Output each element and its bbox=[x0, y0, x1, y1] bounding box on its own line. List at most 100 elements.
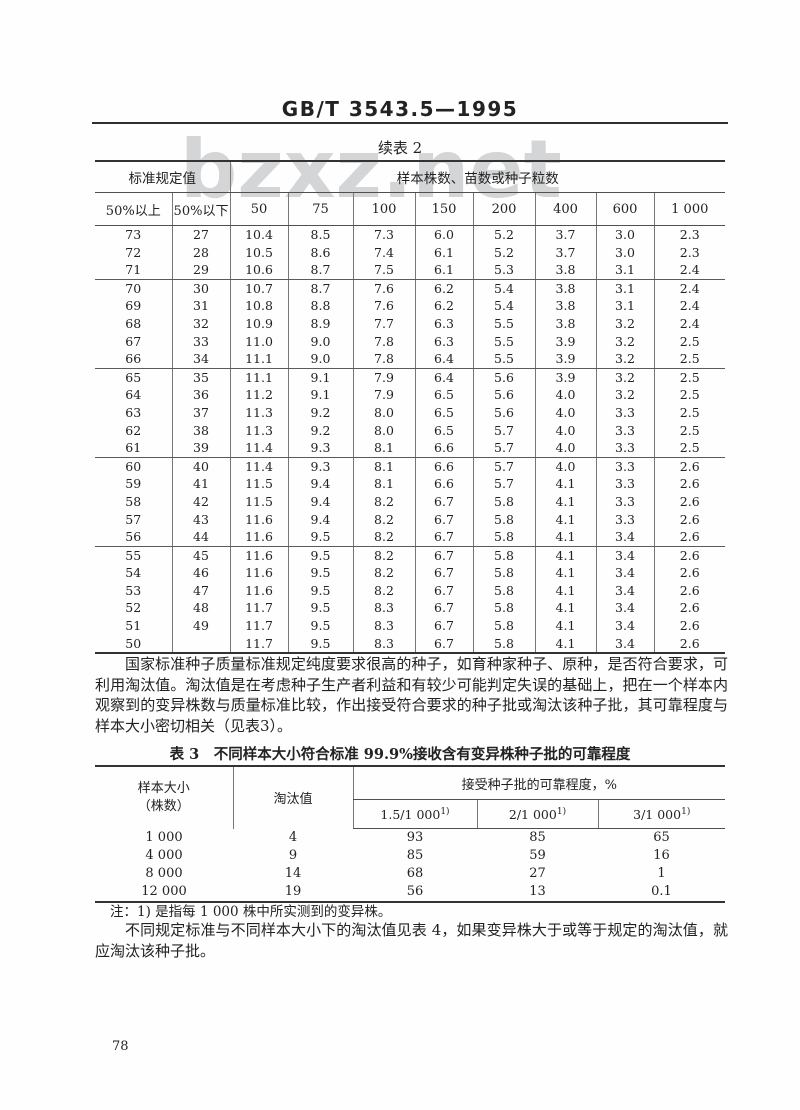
table-cell: 9.5 bbox=[287, 617, 353, 635]
table-cell: 3.4 bbox=[595, 617, 654, 635]
column-header: 50%以上 bbox=[95, 192, 172, 226]
table-cell: 6.6 bbox=[414, 439, 473, 458]
table-row: 4 000 9 85 59 16 bbox=[95, 847, 725, 865]
table-cell: 32 bbox=[171, 314, 230, 333]
table-cell: 12 000 bbox=[141, 884, 187, 899]
table-cell: 8.0 bbox=[352, 421, 415, 440]
table-cell: 9.4 bbox=[287, 492, 353, 511]
table-cell: 2.5 bbox=[653, 368, 725, 387]
subcolumn-header: 2/1 0001) bbox=[476, 799, 598, 829]
table-cell: 3.8 bbox=[534, 279, 596, 298]
table3-reliability-header: 接受种子批的可靠程度，% bbox=[352, 766, 725, 800]
subcol-label: 3/1 000 bbox=[633, 806, 682, 822]
table-cell: 5.8 bbox=[472, 546, 535, 565]
table-cell: 6.1 bbox=[414, 261, 473, 280]
table-cell: 33 bbox=[171, 332, 230, 351]
table-row: 70 30 10.7 8.7 7.6 6.2 5.4 3.8 3.1 2.4 bbox=[95, 279, 725, 298]
table-cell: 5.8 bbox=[472, 599, 535, 618]
table-cell: 4.0 bbox=[534, 386, 596, 404]
table-cell: 8.6 bbox=[287, 243, 353, 262]
table-cell: 2.5 bbox=[653, 421, 725, 440]
table-cell: 6.7 bbox=[414, 492, 473, 511]
table-cell: 5.4 bbox=[472, 297, 535, 315]
table-cell: 29 bbox=[171, 261, 230, 280]
table-cell: 2.5 bbox=[653, 439, 725, 458]
table-cell: 9.0 bbox=[287, 332, 353, 351]
table-cell: 10.5 bbox=[229, 243, 288, 262]
table-cell: 1 bbox=[657, 866, 666, 881]
table-cell: 3.8 bbox=[534, 314, 596, 333]
table-cell: 11.3 bbox=[229, 403, 288, 422]
table-cell: 2.3 bbox=[653, 225, 725, 244]
table-row: 68 32 10.9 8.9 7.7 6.3 5.5 3.8 3.2 2.4 bbox=[95, 314, 725, 333]
table-cell: 3.9 bbox=[534, 332, 596, 351]
table-cell: 5.6 bbox=[472, 386, 535, 404]
table-cell: 4.1 bbox=[534, 617, 596, 635]
table-cell: 68 bbox=[125, 315, 142, 331]
subcolumn-header: 1.5/1 0001) bbox=[352, 799, 477, 829]
table-cell: 3.3 bbox=[595, 421, 654, 440]
table-cell: 11.4 bbox=[229, 439, 288, 458]
table-cell: 8.2 bbox=[352, 564, 415, 582]
table-cell: 8.7 bbox=[287, 279, 353, 298]
column-header: 100 bbox=[352, 192, 415, 226]
table-cell: 10.6 bbox=[229, 261, 288, 280]
table-cell: 11.1 bbox=[229, 350, 288, 369]
table-cell: 51 bbox=[125, 618, 142, 634]
table-cell: 27 bbox=[529, 866, 546, 881]
table-cell: 42 bbox=[171, 492, 230, 511]
column-header: 200 bbox=[472, 192, 535, 226]
table-cell: 5.8 bbox=[472, 510, 535, 529]
table-cell: 4.1 bbox=[534, 492, 596, 511]
table-cell: 7.6 bbox=[352, 279, 415, 298]
table2-group-left: 标准规定值 bbox=[95, 161, 230, 193]
table-cell: 3.9 bbox=[534, 350, 596, 369]
subcolumn-header: 3/1 0001) bbox=[597, 799, 725, 829]
table-cell: 8.1 bbox=[352, 457, 415, 476]
table-cell: 9.3 bbox=[287, 439, 353, 458]
table-cell: 43 bbox=[171, 510, 230, 529]
table-cell: 3.3 bbox=[595, 492, 654, 511]
table-cell: 7.8 bbox=[352, 332, 415, 351]
table-cell: 5.8 bbox=[472, 564, 535, 582]
table-row: 69 31 10.8 8.8 7.6 6.2 5.4 3.8 3.1 2.4 bbox=[95, 297, 725, 315]
column-header: 1 000 bbox=[653, 192, 725, 226]
table-cell: 9.5 bbox=[287, 581, 353, 600]
table-cell: 5.5 bbox=[472, 314, 535, 333]
table-cell: 11.1 bbox=[229, 368, 288, 387]
table-cell: 9 bbox=[288, 848, 298, 863]
table-cell: 7.4 bbox=[352, 243, 415, 262]
table-cell: 5.7 bbox=[472, 439, 535, 458]
table-cell: 2.6 bbox=[653, 528, 725, 547]
table-cell: 6.7 bbox=[414, 510, 473, 529]
table-cell: 2.5 bbox=[653, 403, 725, 422]
table-cell: 6.2 bbox=[414, 297, 473, 315]
table-cell: 70 bbox=[125, 280, 142, 296]
table2-title: 续表 2 bbox=[377, 139, 423, 157]
table-row: 50 11.7 9.5 8.3 6.7 5.8 4.1 3.4 2.6 bbox=[95, 634, 725, 654]
table-cell: 2.6 bbox=[653, 475, 725, 493]
table-cell: 8.1 bbox=[352, 439, 415, 458]
table-cell: 6.3 bbox=[414, 332, 473, 351]
table-cell: 85 bbox=[529, 830, 546, 845]
column-header: 600 bbox=[595, 192, 654, 226]
table-cell: 10.4 bbox=[229, 225, 288, 244]
table-cell: 11.6 bbox=[229, 546, 288, 565]
table-cell: 6.0 bbox=[414, 225, 473, 244]
table-cell: 9.4 bbox=[287, 475, 353, 493]
table-cell: 9.3 bbox=[287, 457, 353, 476]
table-cell: 3.1 bbox=[595, 261, 654, 280]
table-cell: 2.4 bbox=[653, 297, 725, 315]
table-cell: 30 bbox=[171, 279, 230, 298]
table-cell: 65 bbox=[125, 369, 142, 385]
table-cell: 11.5 bbox=[229, 492, 288, 511]
table-cell: 66 bbox=[95, 350, 172, 369]
table-cell: 39 bbox=[171, 439, 230, 458]
table-cell: 8.2 bbox=[352, 546, 415, 565]
page-number: 78 bbox=[112, 1039, 129, 1054]
table-cell: 58 bbox=[125, 493, 142, 509]
table-cell: 55 bbox=[125, 547, 142, 563]
footnote-marker: 1) bbox=[681, 806, 691, 817]
table-cell: 4.1 bbox=[534, 634, 596, 654]
